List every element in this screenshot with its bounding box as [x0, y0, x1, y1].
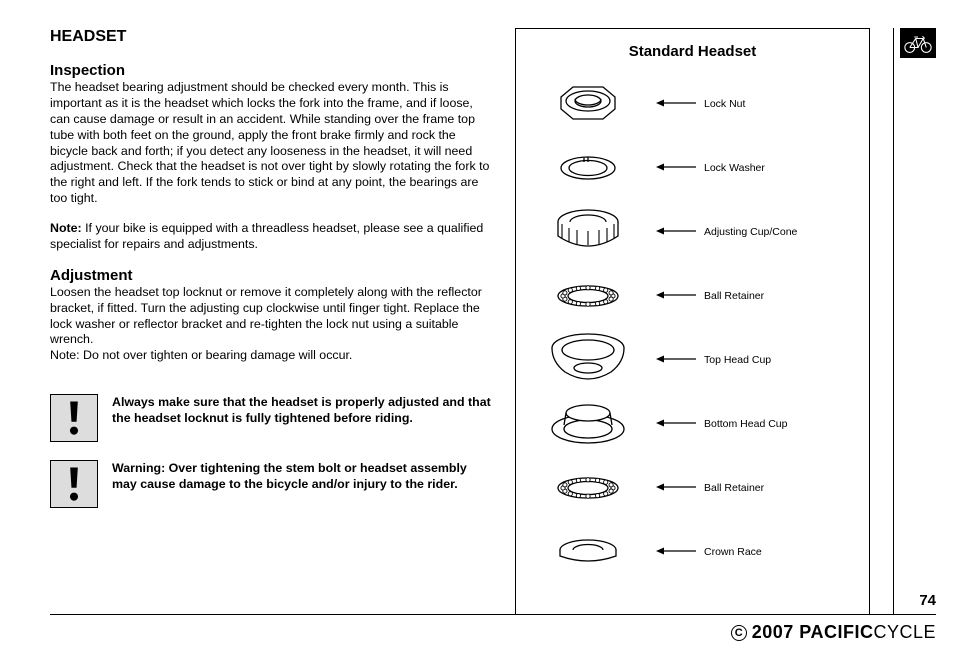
part-illustration [528, 538, 648, 566]
part-label: Top Head Cup [704, 354, 771, 366]
arrow-icon [656, 223, 696, 241]
arrow-icon [656, 415, 696, 433]
part-illustration [528, 399, 648, 449]
arrow-icon [656, 159, 696, 177]
heading-inspection: Inspection [50, 62, 495, 79]
warning-row-2: Warning: Over tightening the stem bolt o… [50, 460, 495, 508]
part-illustration [528, 475, 648, 501]
arrow-icon [656, 351, 696, 369]
part-label: Lock Washer [704, 162, 765, 174]
part-label: Adjusting Cup/Cone [704, 226, 797, 238]
page-number: 74 [919, 592, 936, 609]
footer-bold: PACIFIC [799, 622, 873, 642]
para-note: Note: If your bike is equipped with a th… [50, 221, 495, 253]
arrow-icon [656, 95, 696, 113]
warning-row-1: Always make sure that the headset is pro… [50, 394, 495, 442]
arrow-icon [656, 479, 696, 497]
exclamation-icon [50, 460, 98, 508]
part-row: Ball Retainer [528, 456, 857, 520]
part-row: Ball Retainer [528, 264, 857, 328]
diagram-box: Standard Headset Lock Nut Lock Washer [515, 28, 870, 615]
bicycle-icon [900, 28, 936, 58]
part-illustration [528, 332, 648, 388]
footer-brand: 2007 PACIFICCYCLE [752, 622, 936, 643]
part-row: Top Head Cup [528, 328, 857, 392]
part-row: Bottom Head Cup [528, 392, 857, 456]
part-illustration [528, 153, 648, 183]
warning-text-1: Always make sure that the headset is pro… [112, 394, 495, 426]
part-row: Lock Nut [528, 72, 857, 136]
arrow-icon [656, 543, 696, 561]
part-illustration [528, 83, 648, 125]
part-illustration [528, 283, 648, 309]
footer-light: CYCLE [873, 622, 936, 642]
para-inspection: The headset bearing adjustment should be… [50, 80, 495, 207]
part-row: Adjusting Cup/Cone [528, 200, 857, 264]
part-row: Crown Race [528, 520, 857, 584]
note-text: If your bike is equipped with a threadle… [50, 221, 483, 251]
heading-adjustment: Adjustment [50, 267, 495, 284]
part-label: Ball Retainer [704, 290, 764, 302]
page-title: HEADSET [50, 28, 495, 46]
vertical-rule [893, 28, 894, 614]
part-label: Bottom Head Cup [704, 418, 787, 430]
footer-year: 2007 [752, 622, 794, 642]
part-row: Lock Washer [528, 136, 857, 200]
note-label: Note: [50, 221, 82, 235]
part-label: Crown Race [704, 546, 762, 558]
warning-text-2: Warning: Over tightening the stem bolt o… [112, 460, 495, 492]
diagram-title: Standard Headset [528, 43, 857, 60]
arrow-icon [656, 287, 696, 305]
part-label: Lock Nut [704, 98, 745, 110]
part-label: Ball Retainer [704, 482, 764, 494]
part-illustration [528, 208, 648, 256]
para-adjustment-note: Note: Do not over tighten or bearing dam… [50, 348, 495, 364]
horizontal-rule [50, 614, 936, 615]
copyright-icon: C [731, 625, 747, 641]
para-adjustment: Loosen the headset top locknut or remove… [50, 285, 495, 349]
exclamation-icon [50, 394, 98, 442]
footer: C 2007 PACIFICCYCLE [731, 622, 936, 643]
